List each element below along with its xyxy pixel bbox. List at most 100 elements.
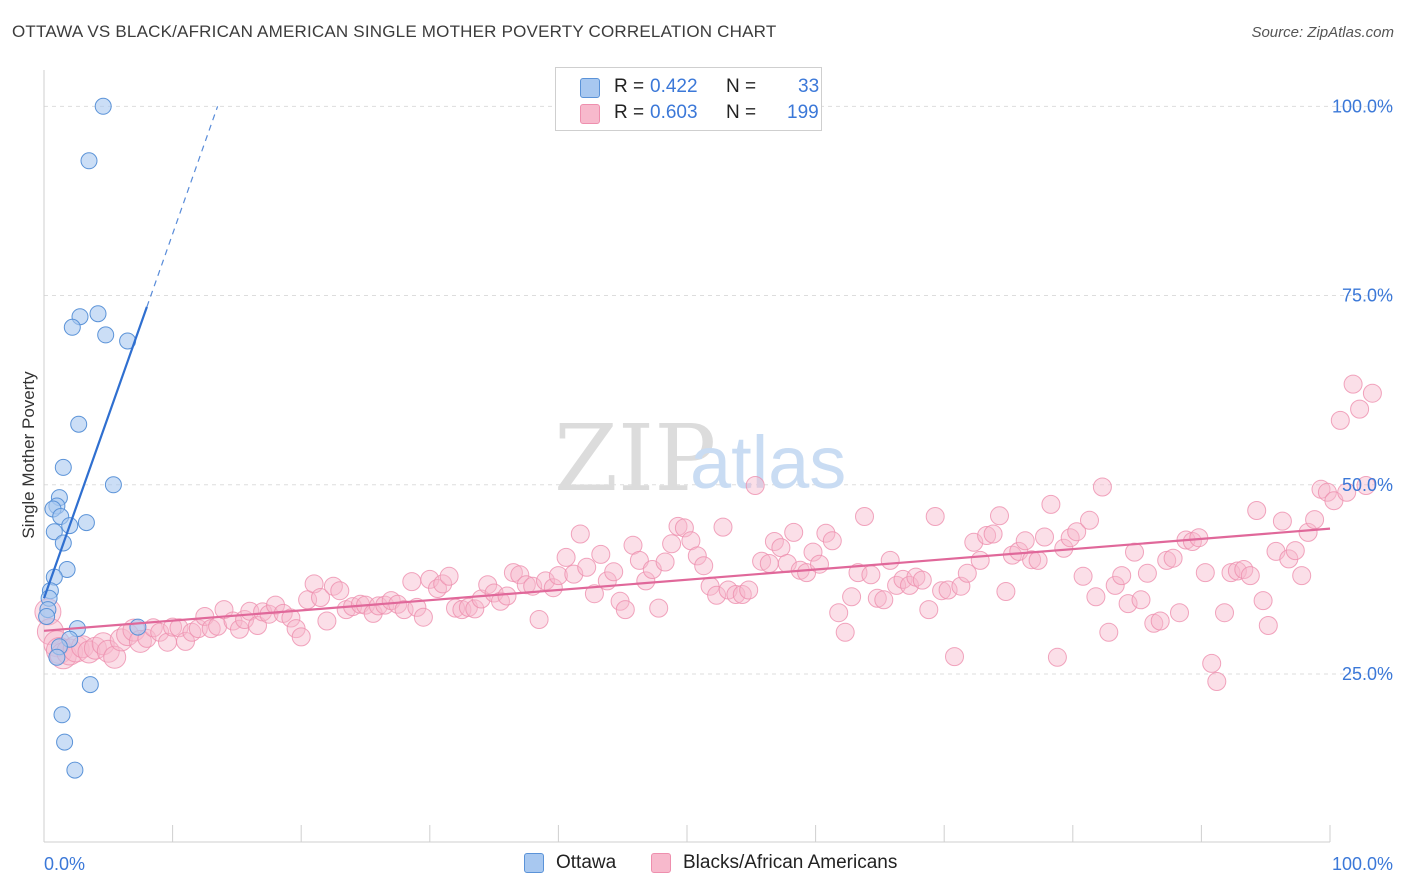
- ottawa-series-points: [38, 97, 147, 779]
- black-point: [739, 580, 759, 600]
- black-point: [556, 547, 576, 567]
- ottawa-point: [80, 152, 98, 170]
- black-point: [491, 591, 510, 611]
- black-point: [1015, 531, 1035, 551]
- black-point: [615, 600, 635, 620]
- black-point: [1350, 399, 1370, 419]
- black-point: [543, 578, 563, 598]
- black-point: [1112, 566, 1132, 586]
- black-point: [713, 517, 733, 537]
- black-point: [433, 574, 453, 594]
- black-point: [945, 647, 964, 667]
- black-point: [1305, 510, 1325, 530]
- black-point: [1258, 616, 1278, 635]
- black-point: [752, 551, 772, 571]
- black-point: [977, 526, 997, 545]
- black-point: [1099, 622, 1119, 642]
- axes: [43, 70, 1331, 843]
- black-point: [655, 552, 675, 572]
- black-point: [1240, 566, 1260, 586]
- black-point: [1137, 563, 1157, 583]
- ottawa-point: [66, 761, 84, 779]
- black-point: [1105, 575, 1125, 595]
- black-point: [957, 563, 977, 583]
- black-point: [77, 640, 101, 664]
- ottawa-point: [56, 733, 74, 751]
- black-point: [311, 588, 330, 607]
- source-label: Source: ZipAtlas.com: [1251, 24, 1394, 41]
- trend-lines: [42, 106, 1331, 632]
- black-point: [1028, 550, 1048, 570]
- black-point: [919, 600, 939, 620]
- black-point: [529, 610, 549, 629]
- ottawa-point: [38, 608, 56, 625]
- black-point: [880, 550, 900, 570]
- black-point: [1356, 476, 1376, 495]
- black-point: [1337, 482, 1357, 502]
- black-point: [1215, 603, 1234, 623]
- black-point: [629, 550, 649, 570]
- legend-r-label: R =: [614, 102, 645, 123]
- ottawa-point: [81, 676, 99, 694]
- black-point: [103, 645, 127, 669]
- black-point: [990, 506, 1009, 526]
- ottawa-swatch: [524, 853, 544, 873]
- ottawa-point: [104, 476, 122, 494]
- black-point: [662, 534, 682, 554]
- black-point: [584, 584, 604, 604]
- black-point: [1131, 590, 1151, 610]
- black-point: [636, 571, 656, 591]
- bottom-legend-ottawa-label: Ottawa: [556, 852, 617, 873]
- y-axis-label: Single Mother Poverty: [19, 371, 38, 539]
- black-point: [687, 546, 707, 566]
- black-point: [291, 627, 311, 647]
- black-point: [1118, 594, 1138, 614]
- black-point: [1080, 510, 1099, 530]
- x-tick-label: 0.0%: [44, 854, 85, 874]
- black-swatch: [651, 853, 671, 873]
- ottawa-point: [45, 523, 63, 541]
- chart-title: OTTAWA VS BLACK/AFRICAN AMERICAN SINGLE …: [12, 22, 777, 41]
- black-point: [822, 531, 842, 551]
- black-point: [1285, 541, 1305, 561]
- black-point: [1125, 542, 1144, 562]
- bottom-legend-black-label: Blacks/African Americans: [683, 852, 898, 873]
- correlation-legend: R = 0.422 N = 33 R = 0.603 N = 199: [555, 67, 822, 131]
- black-point: [413, 607, 433, 627]
- ottawa-point: [63, 318, 81, 336]
- y-tick-label: 50.0%: [1342, 475, 1393, 495]
- black-point: [1073, 566, 1093, 586]
- black-point: [182, 622, 202, 642]
- ottawa-point: [77, 514, 95, 532]
- black-point: [1035, 527, 1054, 547]
- black-point: [784, 522, 804, 542]
- black-point: [835, 622, 855, 642]
- black-point: [803, 542, 823, 562]
- black-point: [516, 575, 536, 595]
- ottawa-point: [89, 305, 107, 323]
- black-point: [548, 566, 568, 586]
- legend-r-value: 0.422: [650, 76, 698, 97]
- black-point: [1195, 563, 1215, 583]
- black-point: [829, 603, 849, 623]
- black-point: [867, 588, 887, 608]
- ottawa-swatch: [580, 78, 600, 98]
- ottawa-point: [48, 648, 66, 666]
- black-point: [861, 565, 881, 585]
- black-point: [1343, 374, 1363, 394]
- legend-n-value: 33: [798, 76, 820, 97]
- black-point: [1207, 672, 1227, 691]
- black-point: [668, 516, 688, 536]
- black-point: [96, 639, 120, 663]
- black-point: [726, 585, 746, 604]
- black-point: [281, 608, 301, 628]
- watermark-zip: ZIP: [554, 405, 716, 512]
- legend-r-value: 0.603: [650, 102, 698, 123]
- black-point: [497, 586, 517, 606]
- black-point: [577, 557, 597, 577]
- y-tick-label: 100.0%: [1332, 96, 1393, 116]
- black-point: [407, 597, 427, 617]
- black-point: [983, 524, 1003, 544]
- black-point: [1150, 611, 1170, 631]
